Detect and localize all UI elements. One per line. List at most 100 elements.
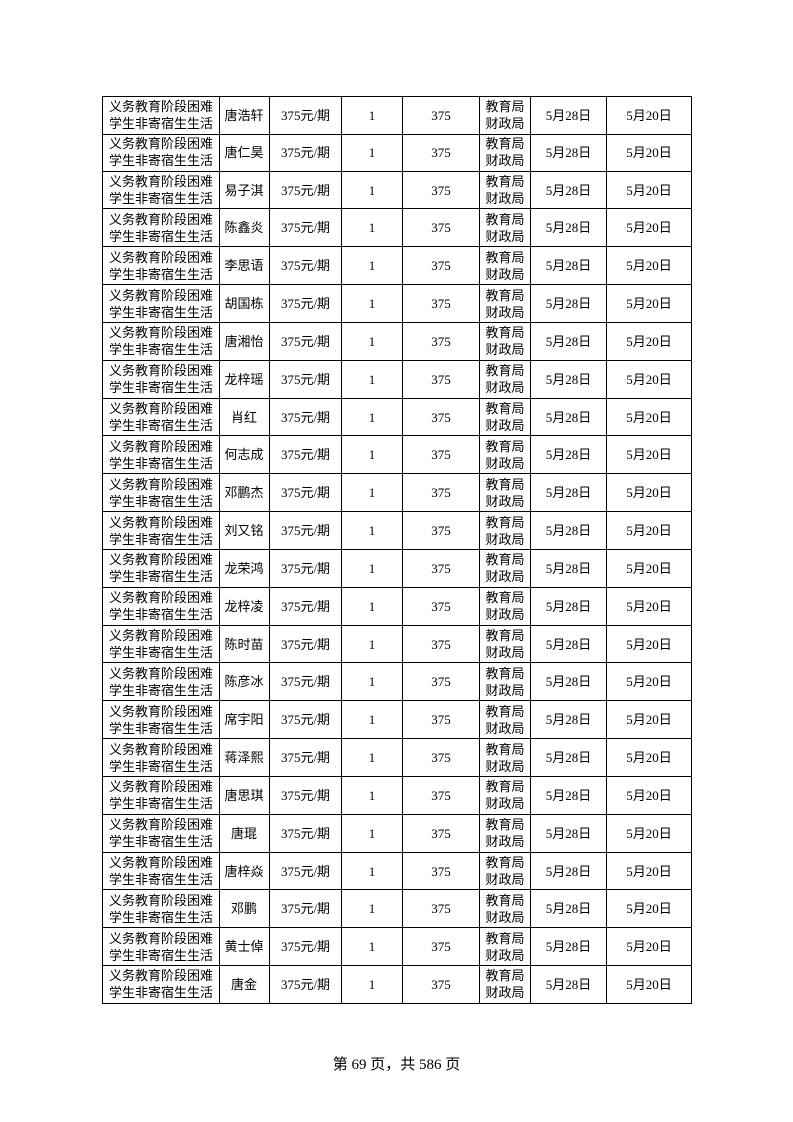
cell-line: 学生非寄宿生生活 <box>109 266 214 282</box>
table-cell: 唐金 <box>219 966 270 1004</box>
cell-text: 375元/期 <box>280 939 331 955</box>
table-cell: 义务教育阶段困难 学生非寄宿生生活 <box>102 285 220 323</box>
cell-text: 1 <box>368 523 376 539</box>
table-cell: 375 <box>403 133 480 172</box>
table-cell: 375元/期 <box>270 549 342 588</box>
cell-text: 5月28日 <box>545 939 592 955</box>
table-cell: 1 <box>342 512 403 550</box>
cell-text: 375 <box>431 787 451 803</box>
cell-text: 5月20日 <box>626 712 672 728</box>
cell-text: 1 <box>368 939 376 955</box>
cell-line: 财政局 <box>485 228 525 244</box>
table-cell: 375 <box>403 890 480 929</box>
cell-text: 375 <box>431 485 451 501</box>
table-cell: 5月28日 <box>531 814 607 853</box>
cell-text: 5月20日 <box>626 674 672 690</box>
cell-text: 5月20日 <box>626 901 672 917</box>
cell-text: 龙梓瑶 <box>224 371 264 387</box>
table-cell: 教育局 财政局 <box>480 436 531 475</box>
cell-text: 5月28日 <box>545 144 592 160</box>
table-cell: 5月20日 <box>607 322 692 361</box>
cell-text: 375 <box>431 863 451 879</box>
cell-text: 5月20日 <box>626 296 672 312</box>
cell-line: 义务教育阶段困难 <box>109 401 214 417</box>
table-cell: 375元/期 <box>270 436 342 475</box>
cell-text: 375 <box>431 901 451 917</box>
table-cell: 375 <box>403 96 480 135</box>
table-cell: 1 <box>342 285 403 323</box>
cell-text: 5月20日 <box>626 863 672 879</box>
cell-text: 5月20日 <box>626 409 672 425</box>
cell-text: 5月28日 <box>545 750 592 766</box>
cell-text: 375元/期 <box>280 409 331 425</box>
table-cell: 1 <box>342 852 403 891</box>
cell-text: 1 <box>368 258 376 274</box>
cell-line: 义务教育阶段困难 <box>109 552 214 568</box>
cell-text: 375 <box>431 107 451 123</box>
table-cell: 375元/期 <box>270 701 342 740</box>
cell-line: 教育局 <box>485 211 525 227</box>
table-cell: 义务教育阶段困难 学生非寄宿生生活 <box>102 209 220 248</box>
cell-text: 唐梓焱 <box>224 863 264 879</box>
cell-text: 5月28日 <box>545 712 592 728</box>
cell-text: 1 <box>368 144 376 160</box>
table-cell: 375元/期 <box>270 247 342 286</box>
cell-line: 教育局 <box>485 552 525 568</box>
cell-text: 375元/期 <box>280 901 331 917</box>
cell-line: 财政局 <box>485 872 525 887</box>
table-cell: 5月20日 <box>607 928 692 967</box>
table-cell: 375 <box>403 776 480 815</box>
table-cell: 教育局 财政局 <box>480 966 531 1004</box>
table-cell: 375 <box>403 549 480 588</box>
cell-text: 375 <box>431 712 451 728</box>
table-cell: 375 <box>403 436 480 475</box>
cell-text: 唐思琪 <box>224 787 264 803</box>
table-cell: 义务教育阶段困难 学生非寄宿生生活 <box>102 133 220 172</box>
table-cell: 5月20日 <box>607 474 692 513</box>
cell-text: 何志成 <box>224 447 264 463</box>
cell-text: 5月28日 <box>545 107 592 123</box>
table-cell: 教育局 财政局 <box>480 133 531 172</box>
cell-text: 5月20日 <box>626 485 672 501</box>
table-cell: 教育局 财政局 <box>480 96 531 135</box>
cell-text: 龙梓凌 <box>224 598 264 614</box>
table-cell: 何志成 <box>219 436 270 475</box>
table-cell: 5月28日 <box>531 209 607 248</box>
table-cell: 胡国栋 <box>219 285 270 323</box>
cell-line: 财政局 <box>485 455 525 471</box>
table-cell: 5月28日 <box>531 247 607 286</box>
table-cell: 1 <box>342 322 403 361</box>
table-cell: 1 <box>342 663 403 702</box>
table-cell: 5月20日 <box>607 663 692 702</box>
table-cell: 教育局 财政局 <box>480 285 531 323</box>
table-cell: 5月20日 <box>607 133 692 172</box>
cell-text: 5月28日 <box>545 220 592 236</box>
table-cell: 义务教育阶段困难 学生非寄宿生生活 <box>102 587 220 626</box>
cell-line: 学生非寄宿生生活 <box>109 342 214 358</box>
cell-line: 财政局 <box>485 985 525 1001</box>
cell-text: 375元/期 <box>280 296 331 312</box>
table-cell: 5月20日 <box>607 966 692 1004</box>
table-cell: 5月20日 <box>607 814 692 853</box>
table-cell: 1 <box>342 966 403 1004</box>
table-cell: 陈鑫炎 <box>219 209 270 248</box>
cell-line: 义务教育阶段困难 <box>109 930 214 946</box>
table-cell: 教育局 财政局 <box>480 625 531 664</box>
cell-line: 学生非寄宿生生活 <box>109 304 214 320</box>
table-cell: 5月28日 <box>531 966 607 1004</box>
cell-text: 1 <box>368 750 376 766</box>
cell-line: 义务教育阶段困难 <box>109 438 214 454</box>
cell-text: 邓鹏 <box>230 901 257 917</box>
cell-text: 5月20日 <box>626 825 672 841</box>
cell-text: 375 <box>431 674 451 690</box>
cell-line: 财政局 <box>485 645 525 661</box>
table-cell: 375 <box>403 625 480 664</box>
cell-line: 财政局 <box>485 531 525 547</box>
cell-line: 学生非寄宿生生活 <box>109 531 214 547</box>
cell-text: 5月28日 <box>545 901 592 917</box>
cell-text: 375元/期 <box>280 560 331 576</box>
cell-line: 义务教育阶段困难 <box>109 249 214 265</box>
table-cell: 义务教育阶段困难 学生非寄宿生生活 <box>102 360 220 399</box>
table-cell: 5月20日 <box>607 625 692 664</box>
cell-line: 教育局 <box>485 665 525 681</box>
